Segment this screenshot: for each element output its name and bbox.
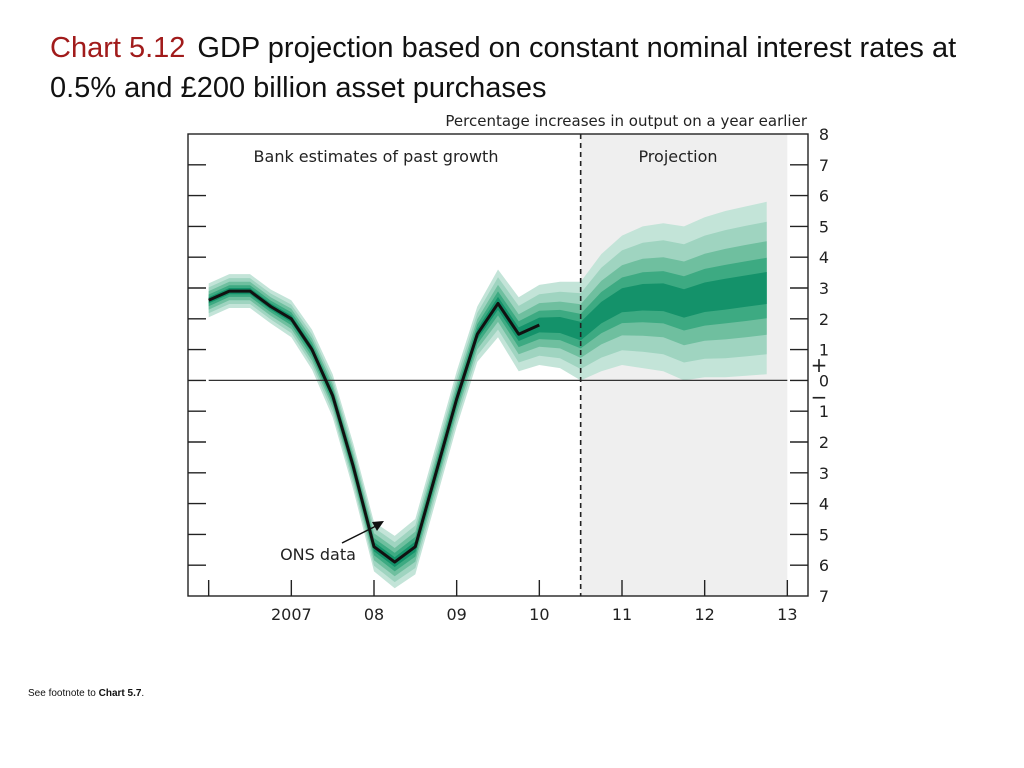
y-tick-label: 7 bbox=[819, 587, 829, 606]
y-tick-label: 0 bbox=[819, 371, 829, 390]
y-tick-label: 2 bbox=[819, 433, 829, 452]
x-tick-label: 12 bbox=[694, 605, 714, 624]
x-tick-marks bbox=[207, 580, 789, 596]
region-label-past: Bank estimates of past growth bbox=[254, 147, 499, 166]
x-tick-label: 09 bbox=[446, 605, 466, 624]
x-tick-label: 11 bbox=[612, 605, 632, 624]
annotation-arrow bbox=[341, 521, 384, 544]
x-tick-label: 08 bbox=[364, 605, 384, 624]
slide-title: Chart 5.12 GDP projection based on consta… bbox=[50, 28, 990, 108]
y-tick-label: 2 bbox=[819, 310, 829, 329]
y-tick-label: 3 bbox=[819, 279, 829, 298]
chart-number: Chart 5.12 bbox=[50, 32, 186, 64]
y-tick-label: 8 bbox=[819, 125, 829, 144]
minus-sign: − bbox=[811, 385, 828, 409]
footnote-reference: Chart 5.7 bbox=[98, 688, 142, 699]
y-tick-label: 5 bbox=[819, 525, 829, 544]
chart-title-text: GDP projection based on constant nominal… bbox=[50, 32, 957, 104]
x-tick-labels: 2007 08 09 10 11 12 13 bbox=[271, 605, 798, 624]
region-label-projection: Projection bbox=[638, 147, 717, 166]
y-tick-label: 4 bbox=[819, 495, 829, 514]
x-tick-label: 2007 bbox=[271, 605, 312, 624]
plot-frame bbox=[187, 133, 809, 597]
y-tick-label: 7 bbox=[819, 156, 829, 175]
footnote-suffix: . bbox=[141, 688, 145, 699]
footnote: See footnote to Chart 5.7. bbox=[28, 688, 144, 699]
y-tick-label: 1 bbox=[819, 341, 829, 360]
y-tick-label: 4 bbox=[819, 248, 829, 267]
footnote-prefix: See footnote to bbox=[28, 688, 99, 699]
y-tick-label: 5 bbox=[819, 217, 829, 236]
ons-data-annotation: ONS data bbox=[280, 545, 356, 564]
y-tick-label: 1 bbox=[819, 402, 829, 421]
x-tick-label: 13 bbox=[777, 605, 797, 624]
ons-data-line bbox=[208, 289, 540, 564]
right-tick-marks bbox=[790, 164, 808, 566]
x-tick-label: 10 bbox=[529, 605, 549, 624]
left-tick-marks bbox=[188, 164, 206, 566]
plus-sign: + bbox=[811, 353, 828, 377]
y-axis-label: Percentage increases in output on a year… bbox=[445, 112, 807, 130]
y-tick-label: 3 bbox=[819, 464, 829, 483]
y-tick-label: 6 bbox=[819, 556, 829, 575]
y-tick-label: 6 bbox=[819, 187, 829, 206]
fan-band-band_3 bbox=[208, 241, 767, 577]
right-tick-labels: 8 7 6 5 4 3 2 1 0 1 2 3 4 5 6 7 bbox=[819, 125, 829, 606]
